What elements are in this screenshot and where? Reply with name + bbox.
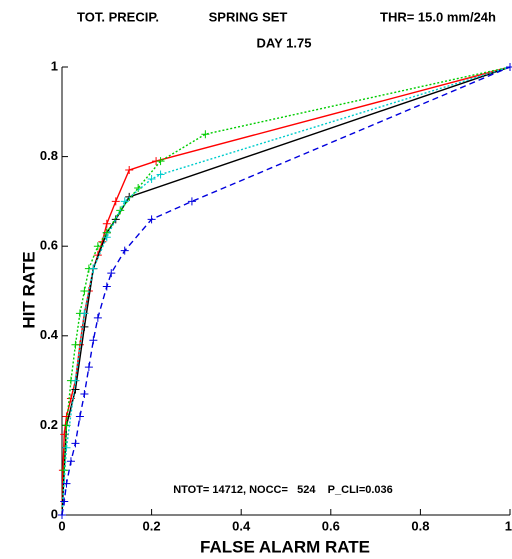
roc-point	[120, 197, 129, 206]
x-tick-label: 1	[505, 518, 512, 533]
roc-point	[66, 457, 75, 466]
roc-point	[111, 197, 120, 206]
roc-line	[61, 66, 511, 516]
x-tick-label: 0.4	[232, 518, 251, 533]
roc-point	[84, 363, 93, 372]
y-tick-label: 0	[51, 506, 58, 521]
roc-point	[89, 264, 98, 273]
roc-point	[71, 340, 80, 349]
roc-point	[201, 130, 210, 139]
roc-point	[102, 233, 111, 242]
roc-point	[58, 511, 66, 519]
roc-point	[156, 157, 165, 166]
roc-point	[125, 166, 134, 175]
roc-point	[71, 439, 80, 448]
x-tick-label: 0	[58, 518, 65, 533]
roc-line	[61, 66, 511, 516]
x-axis-label: FALSE ALARM RATE	[200, 537, 370, 556]
roc-point	[107, 269, 116, 278]
y-tick-label: 0.2	[40, 417, 58, 432]
roc-point	[506, 63, 512, 71]
x-tick-label: 0.8	[411, 518, 429, 533]
roc-point	[80, 390, 89, 399]
roc-line	[61, 66, 511, 516]
roc-point	[80, 309, 89, 318]
roc-point	[134, 183, 143, 192]
roc-point	[60, 430, 69, 439]
roc-point	[62, 443, 71, 452]
chart-title: TOT. PRECIP.	[77, 9, 159, 24]
chart-title: SPRING SET	[209, 9, 288, 24]
roc-point	[60, 497, 69, 506]
y-tick-label: 1	[51, 58, 58, 73]
roc-point	[80, 287, 89, 295]
roc-point	[102, 282, 111, 291]
roc-point	[80, 322, 89, 331]
x-tick-label: 0.2	[143, 518, 161, 533]
x-tick-label: 0.6	[322, 518, 340, 533]
roc-point	[93, 242, 102, 251]
annotation: NTOT= 14712, NOCC= 524 P_CLI=0.036	[173, 484, 393, 496]
roc-point	[93, 313, 102, 322]
y-tick-label: 0.6	[40, 238, 58, 253]
roc-point	[120, 246, 129, 255]
y-tick-label: 0.8	[40, 148, 58, 163]
roc-point	[75, 412, 84, 421]
roc-line	[61, 66, 511, 516]
y-axis-label: HIT RATE	[19, 251, 38, 328]
roc-point	[147, 215, 156, 224]
roc-point	[147, 175, 156, 183]
roc-point	[156, 170, 165, 179]
roc-point	[111, 215, 120, 224]
roc-point	[89, 336, 98, 345]
roc-point	[71, 385, 80, 394]
roc-point	[71, 376, 80, 385]
roc-line	[61, 66, 511, 516]
roc-point	[62, 479, 71, 488]
roc-point	[102, 219, 111, 228]
roc-point	[187, 197, 196, 206]
roc-point	[60, 466, 69, 475]
chart-title: THR= 15.0 mm/24h	[380, 9, 496, 24]
y-tick-label: 0.4	[40, 327, 59, 342]
chart-subtitle: DAY 1.75	[257, 35, 312, 50]
